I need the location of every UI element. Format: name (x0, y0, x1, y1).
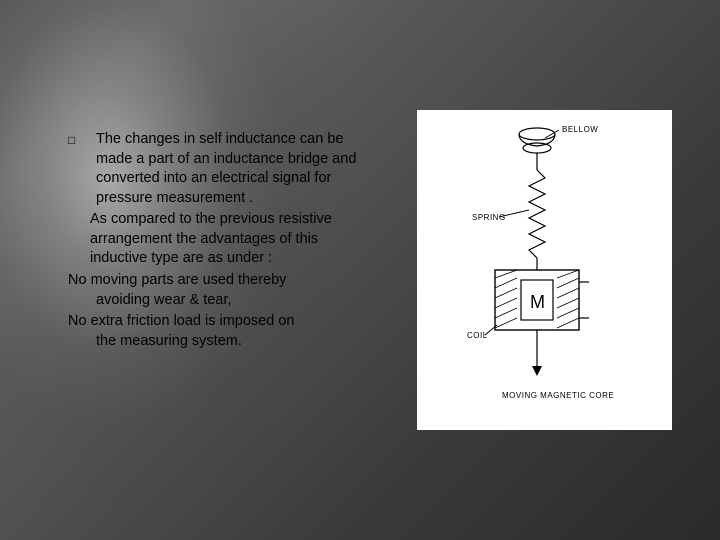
inductive-transducer-diagram: BELLOW SPRING (417, 110, 672, 430)
hatch-left (495, 270, 517, 328)
bullet-item: □ The changes in self inductance can be … (68, 130, 363, 208)
arrow-down-icon (532, 366, 542, 376)
paragraph-1: The changes in self inductance can be ma… (96, 130, 363, 208)
p3-line1: No moving parts are used thereby (68, 272, 286, 288)
p3-line2: avoiding wear & tear, (68, 291, 363, 311)
bellow-icon (519, 128, 555, 153)
paragraph-3: No moving parts are used thereby avoidin… (68, 271, 363, 310)
diagram-panel: BELLOW SPRING (417, 110, 672, 430)
bullet-marker: □ (68, 130, 96, 208)
label-coil: COIL (467, 331, 488, 340)
paragraph-4: No extra friction load is imposed on the… (68, 312, 363, 351)
hatch-right (557, 270, 579, 328)
spring-icon (529, 170, 545, 258)
label-bellow: BELLOW (562, 125, 598, 134)
slide: □ The changes in self inductance can be … (0, 0, 720, 540)
label-core: MOVING MAGNETIC CORE (502, 391, 614, 400)
p4-line2: the measuring system. (68, 332, 363, 352)
text-content: □ The changes in self inductance can be … (68, 130, 363, 351)
label-spring: SPRING (472, 213, 506, 222)
paragraph-2: As compared to the previous resistive ar… (68, 210, 363, 269)
p4-line1: No extra friction load is imposed on (68, 313, 294, 329)
core-letter: M (530, 292, 545, 312)
